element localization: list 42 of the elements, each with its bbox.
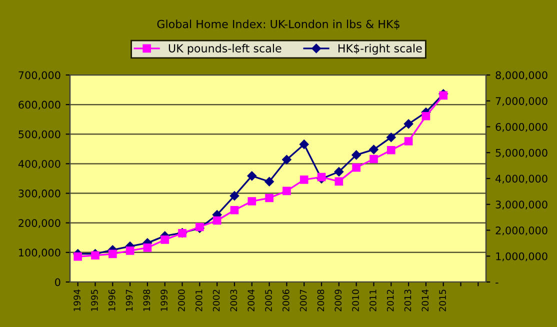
y2-tick-label: 2,000,000 bbox=[496, 226, 548, 236]
x-tick-label: 2013 bbox=[404, 290, 412, 312]
x-tick-label: 2000 bbox=[178, 290, 185, 312]
x-tick-label: 2005 bbox=[265, 290, 272, 312]
y2-tick-label: 5,000,000 bbox=[496, 148, 548, 158]
y-tick-label: 0 bbox=[55, 278, 60, 286]
x-tick-label: 2002 bbox=[212, 290, 220, 312]
x-tick-label: 2001 bbox=[195, 290, 202, 312]
x-tick-label: 1996 bbox=[108, 290, 116, 311]
y2-tick-label: 7,000,000 bbox=[496, 97, 548, 106]
y2-tick-label: 3,000,000 bbox=[496, 200, 548, 210]
x-tick-label: 2008 bbox=[317, 290, 324, 312]
y2-tick-label: 8,000,000 bbox=[496, 71, 548, 80]
y-tick-label: 100,000 bbox=[19, 248, 60, 258]
y2-tick-label: 4,000,000 bbox=[496, 174, 548, 184]
chart-title: Global Home Index: UK-London in lbs & HK$ bbox=[157, 20, 400, 30]
x-tick-label: 2011 bbox=[370, 290, 376, 312]
x-tick-label: 2003 bbox=[230, 290, 238, 312]
x-tick-label: 1995 bbox=[91, 290, 98, 311]
x-tick-label: 2014 bbox=[422, 289, 429, 312]
x-tick-label: 2006 bbox=[282, 290, 290, 312]
x-tick-label: 2004 bbox=[248, 289, 255, 312]
x-tick-label: 2012 bbox=[386, 290, 394, 312]
y2-tick-label: 6,000,000 bbox=[496, 122, 548, 132]
x-tick-label: 1999 bbox=[160, 290, 168, 311]
legend-label: HK$-right scale bbox=[338, 44, 422, 55]
x-tick-label: 1994 bbox=[74, 289, 80, 311]
x-tick-label: 1997 bbox=[126, 290, 133, 311]
x-tick-label: 2015 bbox=[439, 290, 446, 312]
y-tick-label: 400,000 bbox=[18, 160, 60, 169]
y-tick-label: 300,000 bbox=[18, 190, 60, 198]
x-tick-label: 2009 bbox=[334, 290, 342, 312]
y-tick-label: 700,000 bbox=[18, 71, 60, 80]
x-tick-label: 2010 bbox=[352, 290, 359, 312]
legend-label: UK pounds-left scale bbox=[168, 44, 282, 55]
y-tick-label: 600,000 bbox=[18, 100, 60, 110]
y2-tick-label: 1,000,000 bbox=[496, 252, 548, 262]
x-tick-label: 1998 bbox=[143, 290, 150, 311]
x-tick-label: 2007 bbox=[300, 290, 307, 312]
y-tick-label: 200,000 bbox=[18, 219, 60, 228]
y2-tick-label: - bbox=[496, 282, 498, 284]
y-tick-label: 500,000 bbox=[18, 130, 60, 140]
